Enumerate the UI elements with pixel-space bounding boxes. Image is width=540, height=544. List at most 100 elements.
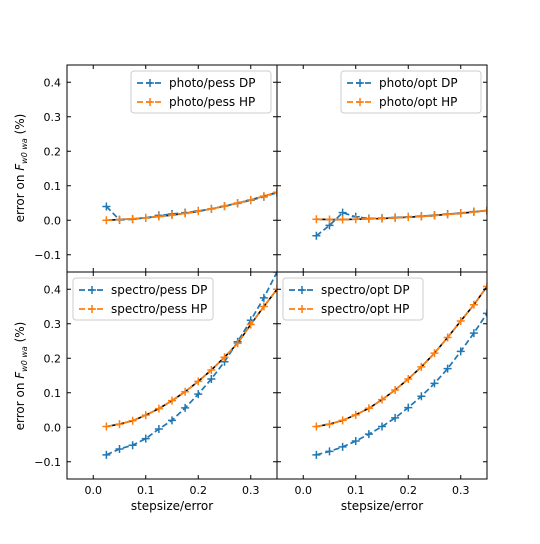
- data-point: [312, 231, 321, 240]
- data-point: [404, 403, 413, 412]
- data-point: [115, 420, 124, 429]
- y-axis-label: error on Fw0 wa (%): [13, 114, 29, 223]
- legend-box: [282, 277, 424, 321]
- x-tick-label: 0.2: [190, 484, 208, 497]
- data-point: [115, 444, 124, 453]
- data-point: [102, 422, 111, 431]
- y-tick-label: 0.1: [44, 387, 62, 400]
- legend-box: [340, 70, 482, 114]
- data-point: [141, 434, 150, 443]
- data-point: [259, 192, 268, 201]
- series-line-HP: [316, 285, 487, 428]
- legend-label: photo/opt DP: [379, 76, 458, 90]
- data-point: [378, 395, 386, 404]
- x-axis-label: stepsize/error: [341, 499, 423, 513]
- data-point: [391, 385, 400, 394]
- data-point: [273, 188, 277, 197]
- legend-label: photo/pess HP: [169, 95, 255, 109]
- panel-top-right: photo/opt DP photo/opt HP: [276, 64, 488, 273]
- data-point: [220, 353, 229, 362]
- data-point: [417, 362, 426, 371]
- y-axis-label: error on Fw0 wa (%): [13, 322, 29, 431]
- panel-top-left: −0.10.00.10.20.30.4 photo/pess DPphoto/pe…: [34, 64, 278, 273]
- y-tick-label: 0.4: [44, 283, 62, 296]
- x-tick-label: 0.3: [452, 484, 470, 497]
- data-point: [483, 282, 487, 291]
- data-point: [364, 430, 373, 439]
- data-point: [194, 377, 203, 386]
- data-point: [338, 442, 347, 451]
- x-tick-label: 0.3: [242, 484, 260, 497]
- data-point: [469, 300, 478, 309]
- x-tick-label: 0.1: [137, 484, 155, 497]
- legend-marker-HP: [88, 305, 96, 313]
- data-point: [181, 403, 190, 412]
- data-point: [312, 422, 321, 431]
- data-point: [207, 374, 216, 383]
- data-point: [430, 379, 439, 388]
- data-point: [259, 302, 268, 311]
- data-point: [338, 208, 347, 217]
- data-point: [469, 207, 478, 216]
- data-point: [430, 349, 439, 358]
- data-point: [233, 199, 242, 207]
- data-point: [207, 204, 216, 213]
- data-point: [456, 316, 465, 325]
- x-tick-label: 0.0: [295, 484, 313, 497]
- data-point: [378, 214, 386, 223]
- y-tick-label: 0.2: [44, 145, 62, 158]
- legend: photo/opt DP photo/opt HP: [340, 70, 482, 114]
- data-point: [325, 447, 334, 456]
- data-point: [194, 207, 203, 216]
- y-tick-label: −0.1: [34, 456, 61, 469]
- plot-area: [102, 272, 277, 459]
- data-point: [207, 365, 216, 374]
- data-point: [378, 422, 386, 431]
- data-point: [154, 212, 163, 221]
- y-tick-label: 0.3: [44, 318, 62, 331]
- data-point: [443, 364, 452, 373]
- data-point: [391, 213, 400, 222]
- y-tick-label: 0.2: [44, 352, 62, 365]
- legend-box: [72, 277, 214, 321]
- data-point: [102, 450, 111, 459]
- data-point: [483, 309, 487, 318]
- data-point: [364, 214, 373, 223]
- data-point: [233, 339, 242, 348]
- y-tick-label: 0.3: [44, 111, 62, 124]
- data-point: [168, 211, 176, 220]
- data-point: [430, 211, 439, 220]
- x-axis-label: stepsize/error: [131, 499, 213, 513]
- data-point: [483, 206, 487, 215]
- legend-marker-DP: [88, 286, 96, 294]
- data-point: [338, 416, 347, 425]
- series-line-DP: [316, 312, 487, 456]
- data-point: [141, 411, 150, 420]
- data-point: [181, 209, 190, 218]
- legend-marker-HP: [298, 305, 306, 313]
- data-point: [364, 404, 373, 413]
- data-point: [351, 215, 360, 224]
- legend-box: [130, 70, 272, 114]
- x-tick-label: 0.2: [400, 484, 418, 497]
- data-point: [391, 413, 400, 422]
- data-point: [312, 450, 321, 459]
- legend: spectro/pess DP spectro/pess HP: [72, 277, 214, 321]
- data-point: [456, 347, 465, 356]
- legend-label: spectro/pess HP: [111, 302, 207, 316]
- legend: photo/pess DP photo/pess HP: [130, 70, 272, 114]
- y-tick-label: 0.0: [44, 214, 62, 227]
- data-point: [128, 214, 137, 223]
- data-point: [273, 285, 277, 294]
- data-point: [259, 293, 268, 302]
- data-point: [194, 390, 203, 399]
- data-point: [168, 416, 176, 425]
- y-tick-label: 0.0: [44, 421, 62, 434]
- data-point: [469, 329, 478, 338]
- y-tick-label: −0.1: [34, 249, 61, 262]
- panel-bottom-right: 0.0 0.1 0.2 0.3 spectro/opt DP spectro/opt HP: [276, 271, 488, 497]
- data-point: [128, 441, 137, 450]
- plot-area: [312, 282, 487, 459]
- legend-marker-DP: [146, 79, 154, 87]
